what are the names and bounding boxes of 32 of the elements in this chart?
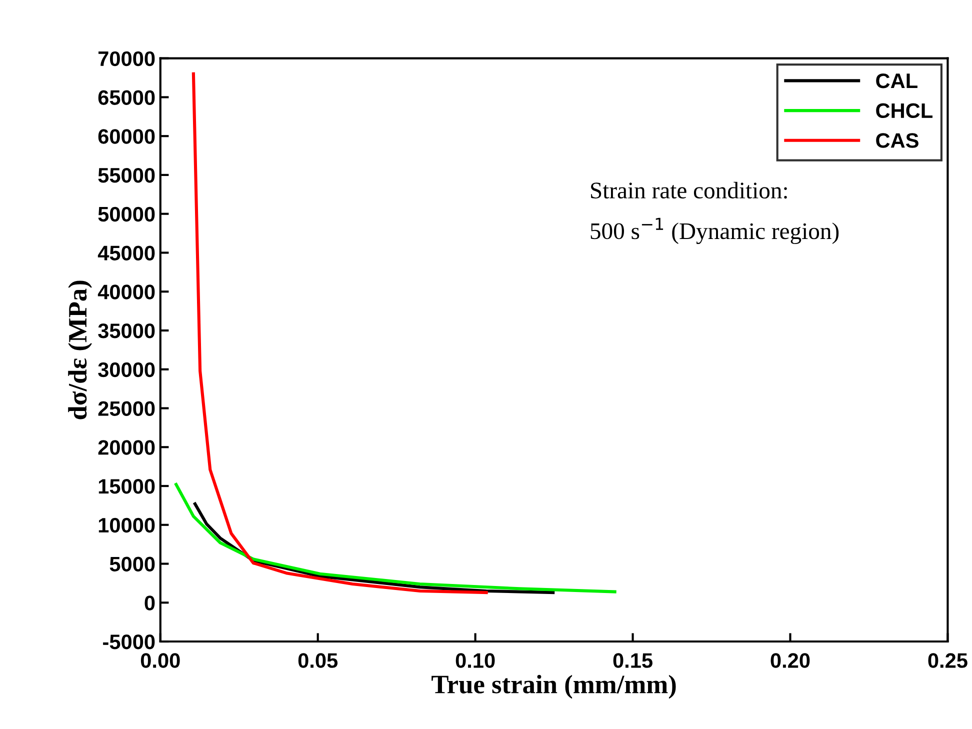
y-tick-label: 45000	[98, 246, 155, 260]
line-series	[192, 72, 488, 594]
legend-label: CHCL	[876, 103, 932, 118]
line-series	[193, 502, 555, 594]
y-tick-label: 35000	[98, 323, 155, 338]
y-tick-label: 70000	[98, 51, 155, 66]
x-tick-label: 0.10	[456, 653, 495, 668]
x-tick-label: 0.25	[928, 653, 968, 668]
y-tick-label: 25000	[98, 401, 155, 416]
x-tick-label: 0.00	[140, 653, 180, 668]
y-tick-label: 20000	[98, 440, 155, 455]
y-tick-label: 40000	[98, 284, 155, 300]
y-tick-label: 55000	[98, 168, 155, 183]
y-tick-label: 0	[144, 596, 155, 610]
x-tick-label: 0.05	[298, 653, 338, 668]
y-tick-label: 65000	[98, 90, 155, 105]
y-axis-title: dσ/dε (MPa)	[68, 280, 92, 420]
legend-label: CAL	[876, 73, 918, 88]
y-tick-label: 60000	[98, 129, 155, 144]
y-tick-label: 5000	[110, 556, 155, 572]
legend-label: CAS	[876, 133, 918, 148]
x-tick-label: 0.15	[613, 653, 652, 668]
annotation: Strain rate condition:	[591, 182, 787, 199]
x-tick-label: 0.20	[770, 653, 810, 668]
y-tick-label: -5000	[103, 634, 155, 650]
x-axis-title: True strain (mm/mm)	[432, 674, 676, 699]
y-tick-label: 15000	[98, 479, 155, 494]
annotation: 500 s$^{−1}$ (Dynamic region)	[590, 218, 839, 244]
y-tick-label: 30000	[98, 362, 155, 378]
y-tick-label: 10000	[98, 518, 155, 533]
line-series	[174, 482, 616, 594]
y-tick-label: 50000	[98, 206, 155, 222]
